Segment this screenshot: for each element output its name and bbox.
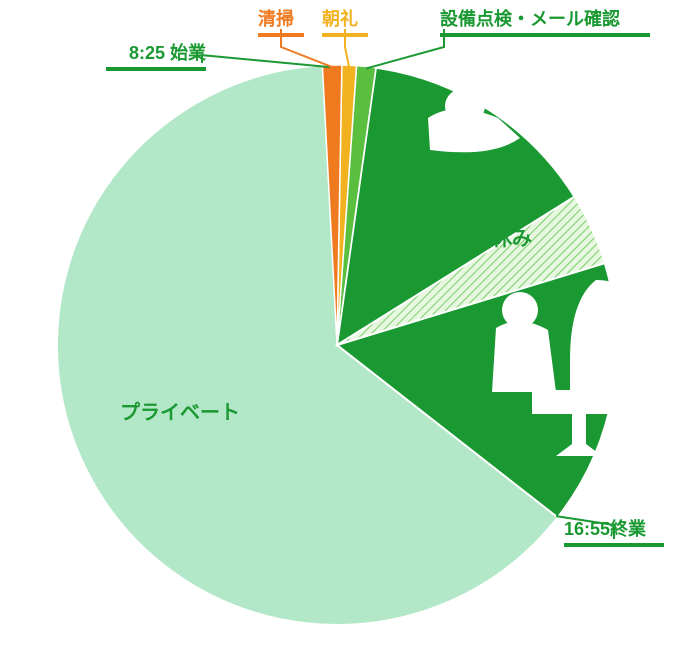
leader-equip_mail xyxy=(366,29,444,69)
label-morning-meeting-bar xyxy=(322,33,368,37)
label-morning-meeting: 朝礼 xyxy=(322,5,368,37)
label-cleaning: 清掃 xyxy=(258,5,304,37)
label-equipment-mail-bar xyxy=(440,33,650,37)
label-end-time: 16:55終業 xyxy=(564,515,664,547)
leader-start xyxy=(202,55,330,67)
pie-chart-svg xyxy=(0,0,675,645)
label-cleaning-bar xyxy=(258,33,304,37)
in-chart-label-private: プライベート xyxy=(120,396,240,425)
label-end-time-text: 16:55終業 xyxy=(564,515,664,541)
label-end-time-bar xyxy=(564,543,664,547)
in-chart-label-lunch: 昼休み xyxy=(472,222,532,251)
label-start-time: 8:25 始業 xyxy=(106,39,206,71)
label-start-time-bar xyxy=(106,67,206,71)
pie-chart-stage: 8:25 始業 清掃 朝礼 設備点検・メール確認 16:55終業 プライベート … xyxy=(0,0,675,645)
label-equipment-mail-text: 設備点検・メール確認 xyxy=(440,5,650,31)
label-equipment-mail: 設備点検・メール確認 xyxy=(440,5,650,37)
label-start-time-text: 8:25 始業 xyxy=(106,39,206,65)
label-morning-meeting-text: 朝礼 xyxy=(322,5,368,31)
label-cleaning-text: 清掃 xyxy=(258,5,304,31)
